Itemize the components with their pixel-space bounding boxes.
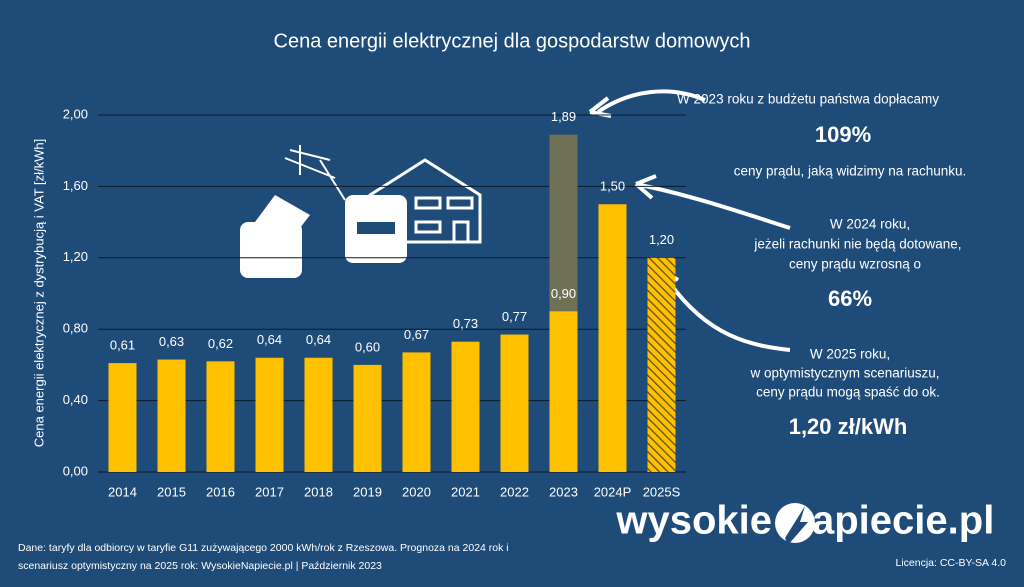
y-tick-label: 1,60 — [63, 178, 88, 193]
value-label: 1,20 — [649, 232, 674, 247]
bar — [108, 363, 137, 472]
annotation: ceny prądu mogą spaść do ok. — [756, 385, 940, 400]
value-label: 0,62 — [208, 336, 233, 351]
x-tick-label: 2019 — [353, 484, 382, 499]
y-tick-label: 0,80 — [63, 321, 88, 336]
value-label: 0,73 — [453, 316, 478, 331]
wallet-icon — [240, 222, 302, 278]
source-note: scenariusz optymistyczny na 2025 rok: Wy… — [18, 560, 382, 572]
y-tick-label: 0,40 — [63, 392, 88, 407]
x-tick-label: 2015 — [157, 484, 186, 499]
x-tick-label: 2025S — [643, 484, 681, 499]
value-label: 1,89 — [551, 109, 576, 124]
x-tick-label: 2024P — [594, 484, 632, 499]
annotation: ceny prądu wzrosną o — [789, 257, 921, 272]
x-tick-label: 2016 — [206, 484, 235, 499]
logo-icon — [775, 503, 815, 545]
license: Licencja: CC-BY-SA 4.0 — [895, 557, 1006, 569]
source-note: Dane: taryfy dla odbiorcy w taryfie G11 … — [18, 542, 509, 554]
value-label: 0,63 — [159, 334, 184, 349]
value-label: 0,64 — [306, 332, 331, 347]
bar — [255, 357, 284, 472]
bar — [353, 364, 382, 472]
bar — [304, 357, 333, 472]
bar — [402, 352, 431, 472]
annotation: 1,20 zł/kWh — [789, 414, 908, 439]
x-tick-label: 2021 — [451, 484, 480, 499]
meter-display — [357, 222, 395, 234]
value-label: 0,77 — [502, 309, 527, 324]
annotation: 66% — [828, 286, 872, 311]
y-tick-label: 2,00 — [63, 106, 88, 121]
annotation: ceny prądu, jaką widzimy na rachunku. — [734, 164, 967, 179]
bar — [598, 204, 627, 472]
value-label: 0,67 — [404, 327, 429, 342]
bar — [206, 361, 235, 472]
annotation: w optymistycznym scenariuszu, — [749, 366, 939, 381]
value-label: 0,90 — [551, 286, 576, 301]
value-label: 0,61 — [110, 338, 135, 353]
x-tick-label: 2017 — [255, 484, 284, 499]
value-label: 0,64 — [257, 332, 282, 347]
value-label: 0,60 — [355, 339, 380, 354]
annotation: 109% — [815, 122, 871, 147]
x-tick-label: 2014 — [108, 484, 137, 499]
chart-title: Cena energii elektrycznej dla gospodarst… — [274, 30, 751, 52]
x-tick-label: 2018 — [304, 484, 333, 499]
x-tick-label: 2022 — [500, 484, 529, 499]
y-axis-label: Cena energii elektrycznej z dystrybucją … — [31, 139, 46, 448]
logo-text: apiecie.pl — [812, 499, 994, 543]
annotation: jeżeli rachunki nie będą dotowane, — [753, 237, 961, 252]
y-tick-label: 0,00 — [63, 463, 88, 478]
annotation: W 2023 roku z budżetu państwa dopłacamy — [677, 92, 939, 107]
annotation: W 2024 roku, — [830, 217, 910, 232]
bar — [647, 257, 676, 472]
x-tick-label: 2023 — [549, 484, 578, 499]
annotation: W 2025 roku, — [810, 347, 890, 362]
bar — [500, 334, 529, 472]
bar — [549, 311, 578, 472]
bar — [451, 341, 480, 472]
x-tick-label: 2020 — [402, 484, 431, 499]
wallet-notes — [255, 195, 310, 228]
logo-text: wysokie — [615, 499, 772, 543]
value-label: 1,50 — [600, 179, 625, 194]
bar — [157, 359, 186, 472]
y-tick-label: 1,20 — [63, 249, 88, 264]
